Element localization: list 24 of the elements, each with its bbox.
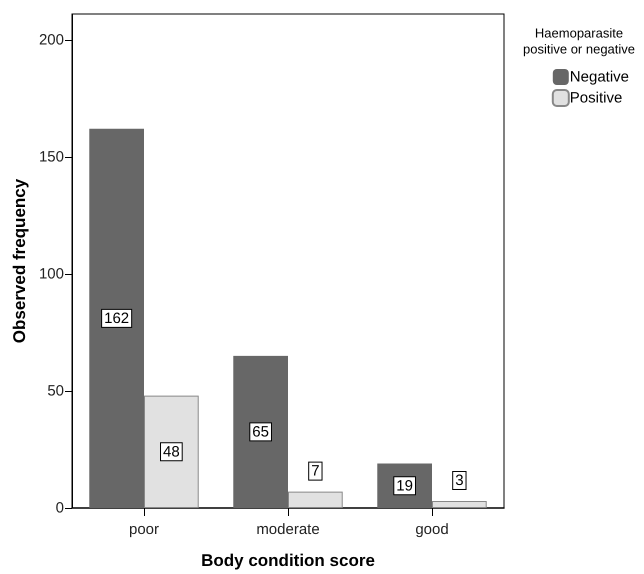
data-label: 7 [311,462,320,480]
y-tick-label: 150 [38,148,64,166]
bar [144,396,199,508]
x-tick-label: good [415,521,449,538]
x-tick-label: moderate [256,521,320,538]
data-label: 162 [104,310,130,327]
x-tick-label: poor [128,521,160,538]
data-label: 48 [163,443,180,460]
data-label: 3 [455,472,464,489]
y-tick-label: 50 [47,382,64,400]
bar [89,128,144,508]
bar [432,500,487,508]
data-label: 65 [252,423,269,440]
x-axis-title: Body condition score [201,551,375,570]
bar [233,356,288,508]
legend-label: Positive [570,90,622,106]
y-axis-title: Observed frequency [10,178,30,344]
y-tick-label: 100 [38,265,64,282]
legend-title: Haemoparasite positive or negative [522,26,636,56]
data-label: 19 [396,477,413,494]
y-tick-label: 0 [56,500,64,516]
y-tick-label: 200 [38,31,64,48]
legend-label: Negative [570,68,629,86]
bar [288,492,343,508]
